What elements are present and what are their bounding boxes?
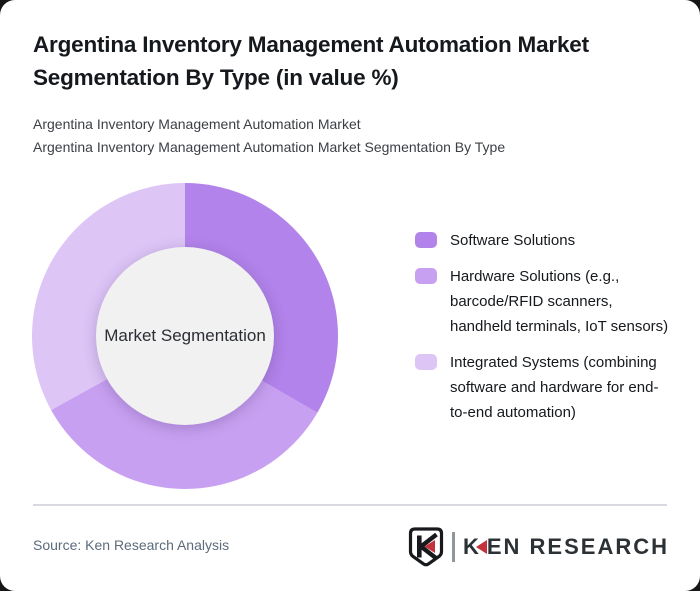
- legend-label-hardware: Hardware Solutions (e.g., barcode/RFID s…: [450, 268, 669, 335]
- donut-center-label: Market Segmentation: [104, 326, 266, 345]
- donut-center: Market Segmentation: [96, 247, 274, 425]
- logo-divider-bar: [451, 532, 455, 562]
- page-title: Argentina Inventory Management Automatio…: [33, 32, 589, 90]
- logo-letter-k: K: [462, 534, 481, 559]
- legend-label-software: Software Solutions: [450, 232, 576, 249]
- legend-swatch-integrated: [415, 354, 437, 370]
- legend-item-software: Software Solutions: [415, 228, 669, 253]
- donut-chart: Market Segmentation: [32, 183, 338, 489]
- source-note: Source: Ken Research Analysis: [33, 537, 230, 553]
- legend-swatch-hardware: [415, 268, 437, 284]
- legend-item-integrated: Integrated Systems (combining software a…: [415, 350, 669, 425]
- legend-swatch-software: [415, 232, 437, 248]
- ken-research-shield-icon: [408, 527, 444, 567]
- logo-wordmark: K EN RESEARCH: [463, 534, 669, 560]
- legend-item-hardware: Hardware Solutions (e.g., barcode/RFID s…: [415, 264, 669, 339]
- chart-legend: Software Solutions Hardware Solutions (e…: [415, 228, 669, 425]
- logo-red-triangle-icon: [475, 540, 487, 554]
- subtitle-line-2: Argentina Inventory Management Automatio…: [33, 139, 506, 155]
- logo-text-rest: EN RESEARCH: [486, 534, 669, 559]
- subtitle-block: Argentina Inventory Management Automatio…: [33, 113, 505, 159]
- ken-research-logo: K EN RESEARCH: [408, 526, 669, 568]
- footer-divider: [33, 504, 667, 506]
- subtitle-line-1: Argentina Inventory Management Automatio…: [33, 116, 361, 132]
- legend-label-integrated: Integrated Systems (combining software a…: [450, 354, 659, 421]
